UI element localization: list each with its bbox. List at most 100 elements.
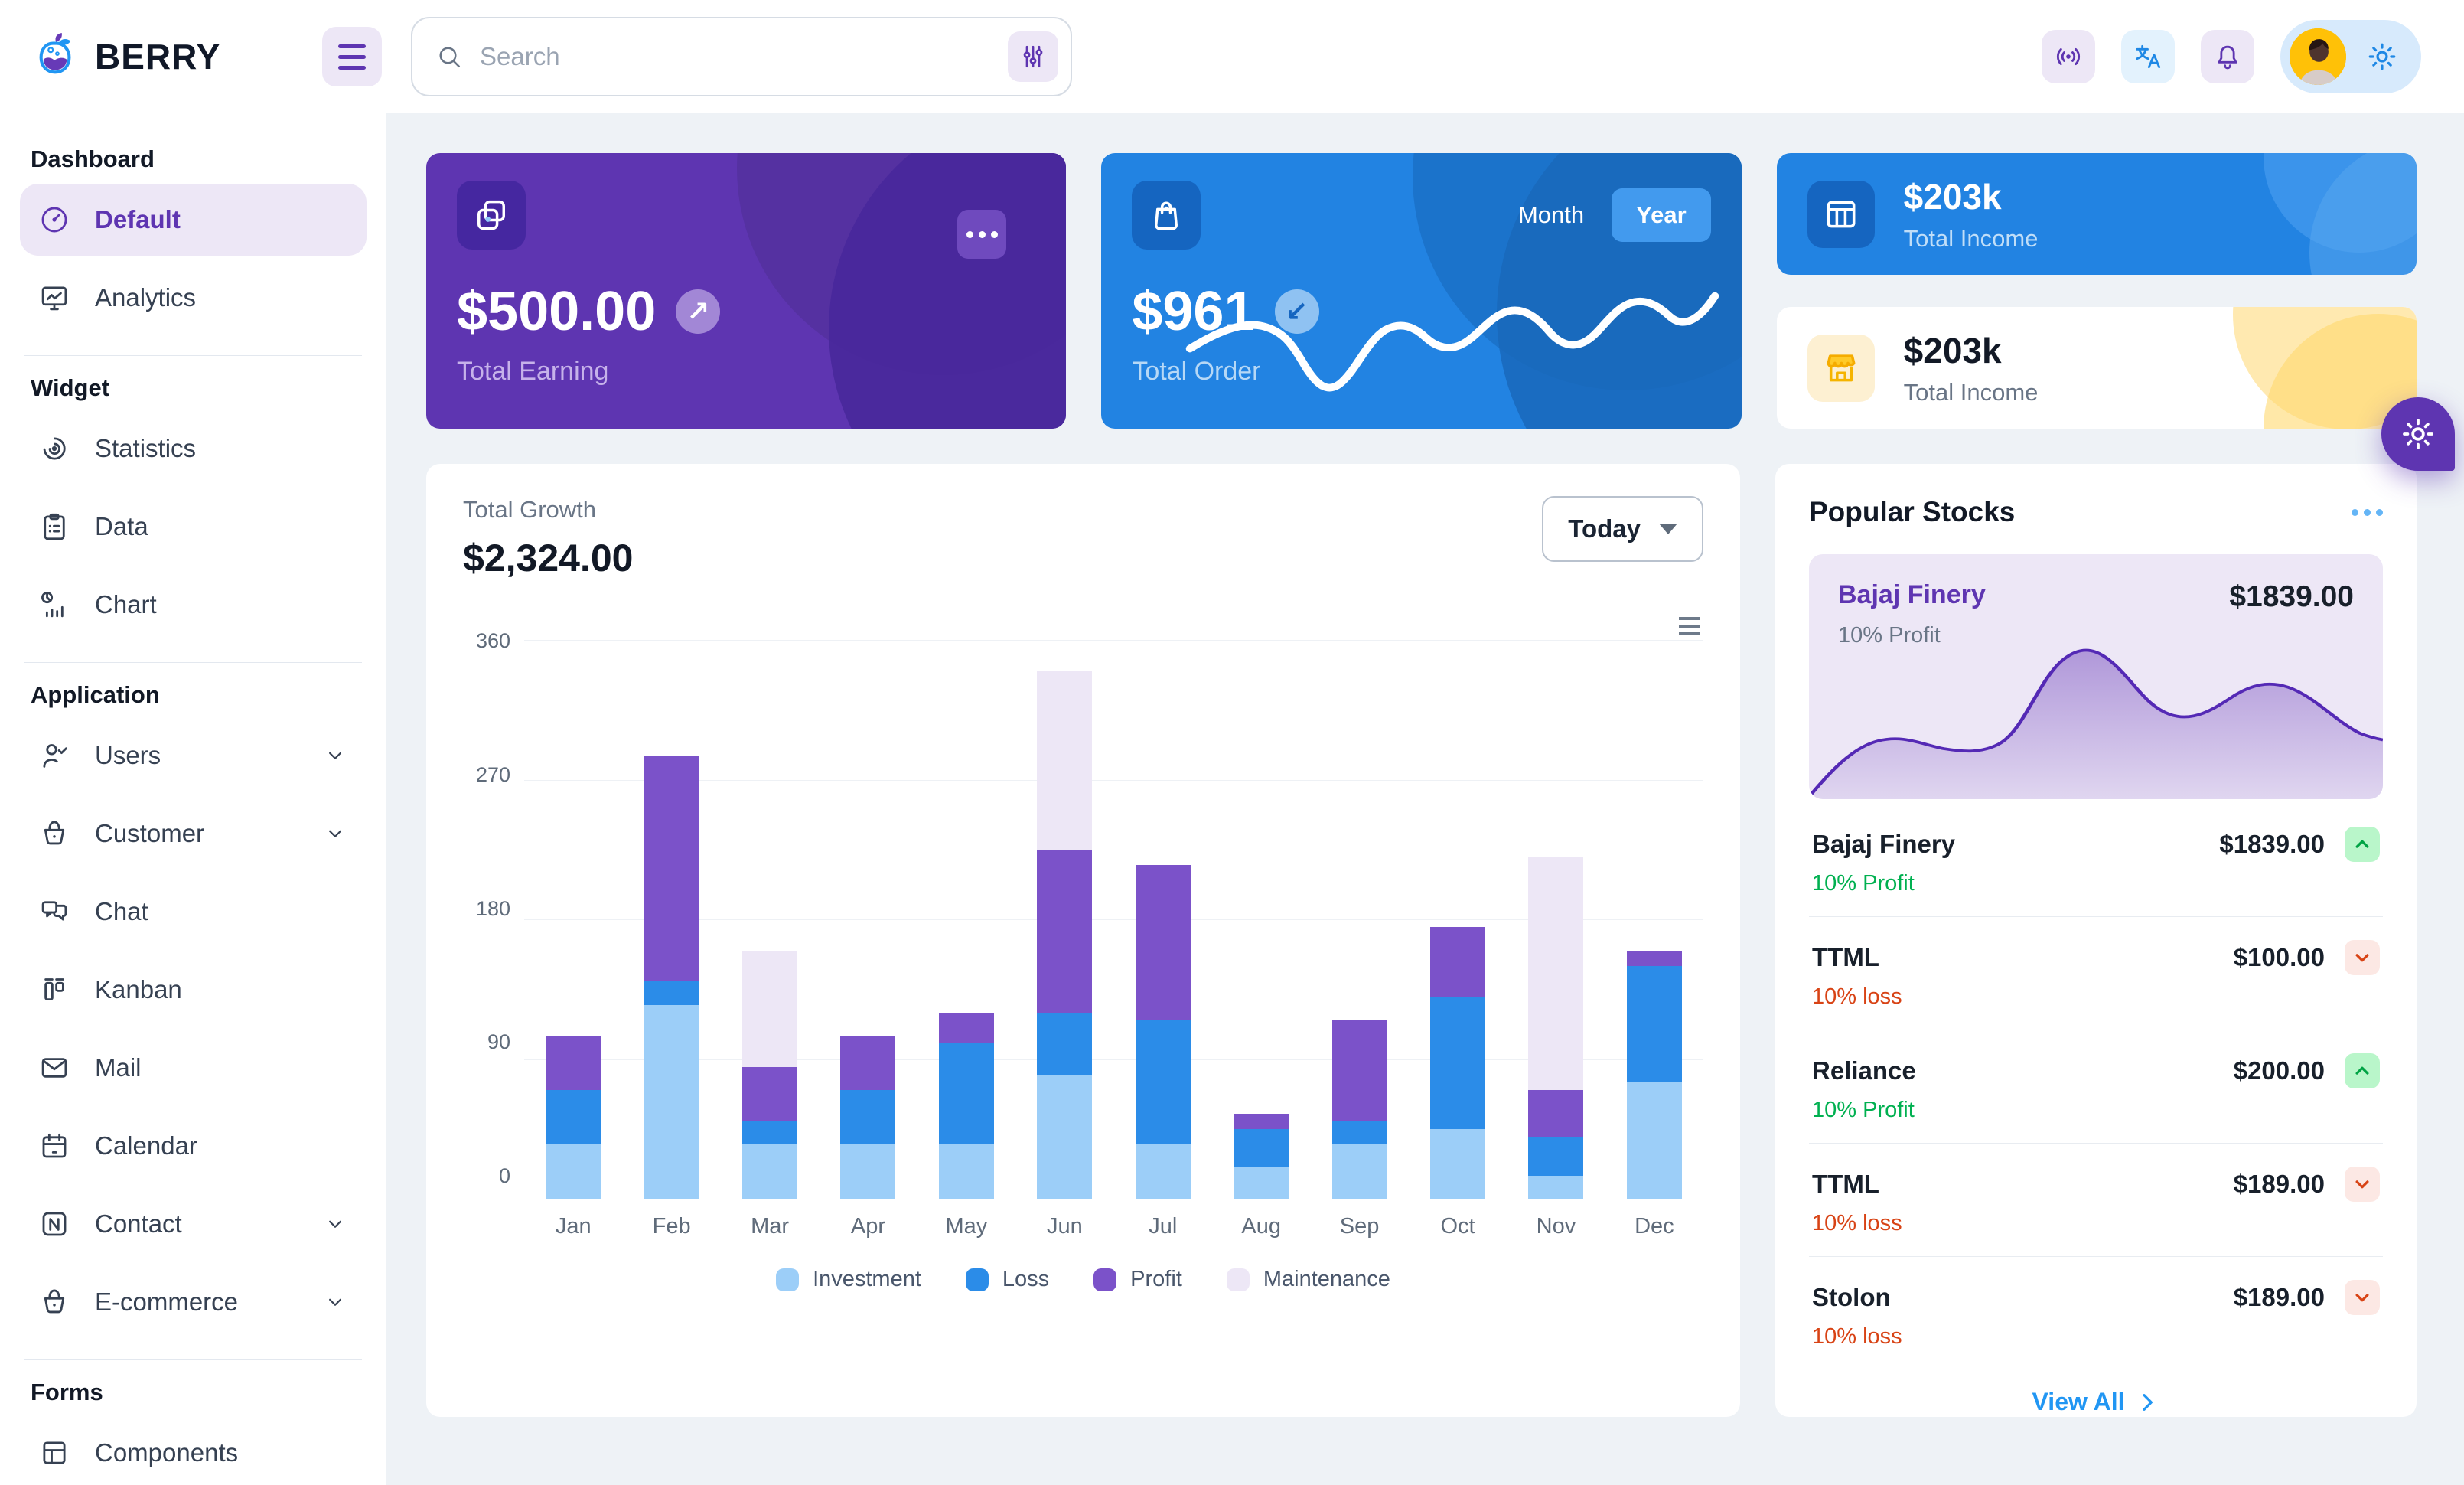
sidebar-item-calendar[interactable]: Calendar	[20, 1110, 367, 1182]
bar-feb	[622, 640, 720, 1199]
earning-more-button[interactable]	[957, 210, 1007, 259]
search-input[interactable]	[480, 42, 991, 71]
x-tick-label: Feb	[652, 1214, 691, 1239]
sidebar-item-customer[interactable]: Customer	[20, 798, 367, 870]
chevron-down-small	[2355, 1180, 2369, 1189]
chevron-down-icon	[329, 830, 341, 837]
sidebar-item-analytics[interactable]: Analytics	[20, 262, 367, 334]
stock-trend-badge[interactable]	[2345, 1053, 2380, 1088]
x-tick-label: Sep	[1339, 1214, 1380, 1239]
legend-item-maintenance[interactable]: Maintenance	[1226, 1267, 1390, 1292]
sidebar-item-users[interactable]: Users	[20, 720, 367, 791]
stock-row[interactable]: Stolon $189.00 10% loss	[1809, 1257, 2383, 1369]
sidebar-item-contact[interactable]: Contact	[20, 1188, 367, 1260]
broadcast-button[interactable]	[2042, 30, 2095, 83]
sidebar-item-chart[interactable]: Chart	[20, 569, 367, 641]
main-content: $500.00 ↗ Total Earning Month Year	[386, 113, 2464, 1485]
chevron-down-icon	[329, 1298, 341, 1306]
view-all-link[interactable]: View All	[1809, 1369, 2383, 1417]
chevron-down-icon	[1659, 524, 1677, 534]
featured-stock-card[interactable]: Bajaj Finery $1839.00 10% Profit	[1809, 554, 2383, 799]
shopping-bag-icon	[1132, 181, 1201, 250]
sidebar-item-e-commerce[interactable]: E-commerce	[20, 1266, 367, 1338]
bar-oct	[1409, 640, 1507, 1199]
sidebar-item-kanban[interactable]: Kanban	[20, 954, 367, 1026]
total-earning-amount: $500.00	[457, 281, 657, 342]
chevron-down-icon	[329, 1220, 341, 1228]
stocks-more-button[interactable]	[2352, 501, 2383, 524]
legend-item-profit[interactable]: Profit	[1093, 1267, 1182, 1292]
total-earning-card: $500.00 ↗ Total Earning	[426, 153, 1067, 429]
chevron-down-small	[2355, 954, 2369, 962]
popular-stocks-title: Popular Stocks	[1809, 496, 2016, 527]
order-month-toggle[interactable]: Month	[1517, 201, 1585, 228]
language-button[interactable]	[2121, 30, 2175, 83]
bar-segment-loss	[1430, 997, 1485, 1129]
bar-segment-loss	[644, 981, 699, 1005]
sidebar-section-label: Application	[31, 681, 160, 708]
broadcast-icon	[2056, 47, 2081, 66]
featured-stock-name: Bajaj Finery	[1838, 580, 1986, 609]
stock-row[interactable]: TTML $100.00 10% loss	[1809, 917, 2383, 1030]
stock-row[interactable]: TTML $189.00 10% loss	[1809, 1144, 2383, 1257]
bar-segment-profit	[1430, 927, 1485, 997]
bar-segment-loss	[1135, 1020, 1191, 1145]
y-tick-label: 0	[498, 1164, 510, 1187]
stock-change: 10% Profit	[1812, 871, 1915, 896]
order-year-toggle[interactable]: Year	[1612, 188, 1711, 242]
legend-item-investment[interactable]: Investment	[776, 1267, 921, 1292]
stock-trend-badge[interactable]	[2345, 1280, 2380, 1315]
bar-dec	[1605, 640, 1703, 1199]
stock-trend-badge[interactable]	[2345, 827, 2380, 862]
sidebar-item-label: Default	[95, 205, 181, 233]
income-light-label: Total Income	[1903, 378, 2039, 406]
legend-swatch	[965, 1268, 989, 1291]
bar-segment-loss	[938, 1043, 994, 1145]
customizer-fab-button[interactable]	[2381, 397, 2455, 471]
gridline	[524, 919, 1703, 920]
bar-segment-loss	[840, 1090, 896, 1145]
sidebar-item-chat[interactable]: Chat	[20, 876, 367, 948]
bar-segment-profit	[546, 1036, 601, 1091]
brand-name: BERRY	[95, 37, 221, 77]
pie-bars-icon	[41, 592, 64, 618]
bar-segment-investment	[1430, 1128, 1485, 1199]
gridline	[524, 640, 1703, 641]
profile-button[interactable]	[2280, 20, 2421, 93]
legend-label: Loss	[1002, 1267, 1050, 1291]
sidebar-item-data[interactable]: Data	[20, 491, 367, 563]
table-icon	[1807, 180, 1875, 248]
range-select[interactable]: Today	[1542, 496, 1703, 562]
sidebar-item-default[interactable]: Default	[20, 184, 367, 256]
notifications-button[interactable]	[2201, 30, 2254, 83]
chevron-down-icon	[329, 752, 341, 759]
bar-segment-profit	[1331, 1020, 1387, 1121]
legend-label: Maintenance	[1263, 1267, 1390, 1291]
search-icon	[435, 43, 463, 70]
search-filter-button[interactable]	[1008, 31, 1058, 82]
growth-title: Total Growth	[463, 496, 597, 523]
bar-segment-investment	[1626, 1082, 1682, 1199]
bar-segment-loss	[1528, 1136, 1584, 1176]
sidebar-item-mail[interactable]: Mail	[20, 1032, 367, 1104]
sidebar-toggle-button[interactable]	[322, 27, 382, 86]
chart-menu-button[interactable]	[1679, 617, 1700, 635]
legend-label: Profit	[1130, 1267, 1182, 1291]
stock-row[interactable]: Bajaj Finery $1839.00 10% Profit	[1809, 804, 2383, 917]
brand-logo[interactable]: BERRY	[32, 31, 220, 82]
sidebar-divider	[24, 1359, 362, 1360]
sidebar-item-components[interactable]: Components	[20, 1417, 367, 1485]
bar-segment-loss	[1037, 1012, 1093, 1075]
sidebar-divider	[24, 355, 362, 356]
sidebar-item-statistics[interactable]: Statistics	[20, 413, 367, 485]
stock-trend-badge[interactable]	[2345, 940, 2380, 975]
stock-row[interactable]: Reliance $200.00 10% Profit	[1809, 1030, 2383, 1144]
stock-trend-badge[interactable]	[2345, 1167, 2380, 1202]
bar-segment-loss	[1234, 1128, 1289, 1168]
stock-change: 10% loss	[1812, 984, 1902, 1009]
legend-item-loss[interactable]: Loss	[965, 1267, 1050, 1292]
bar-segment-loss	[1626, 965, 1682, 1082]
chart-legend: Investment Loss Profit Maintenance	[463, 1267, 1703, 1292]
sidebar-item-label: E-commerce	[95, 1288, 239, 1316]
bar-segment-profit	[1135, 865, 1191, 1020]
